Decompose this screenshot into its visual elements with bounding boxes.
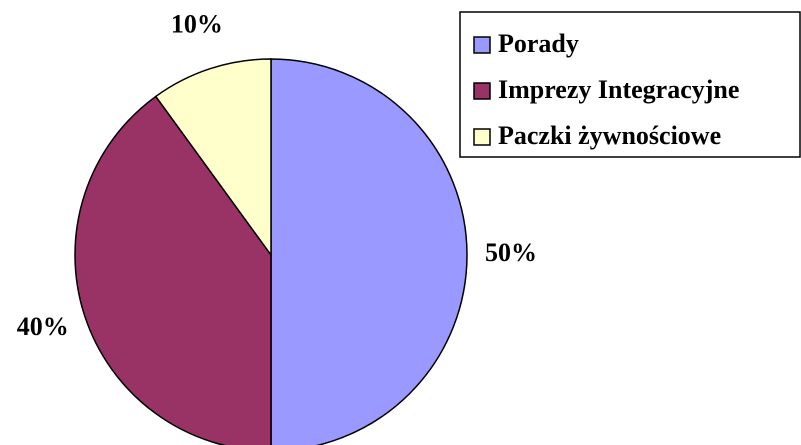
data-label: 40% bbox=[17, 312, 69, 341]
pie-slice bbox=[74, 95, 272, 445]
data-label: 10% bbox=[171, 10, 223, 39]
legend-label: Paczki żywnościowe bbox=[498, 121, 721, 150]
pie-slice bbox=[154, 58, 272, 258]
legend-swatch bbox=[473, 128, 491, 146]
legend-box bbox=[459, 11, 801, 158]
legend-swatch bbox=[473, 82, 491, 100]
data-label: 50% bbox=[485, 238, 537, 267]
legend-swatch bbox=[473, 36, 491, 54]
legend-label: Imprezy Integracyjne bbox=[498, 75, 739, 104]
legend-label: Porady bbox=[498, 29, 579, 58]
pie-slice bbox=[270, 58, 468, 445]
